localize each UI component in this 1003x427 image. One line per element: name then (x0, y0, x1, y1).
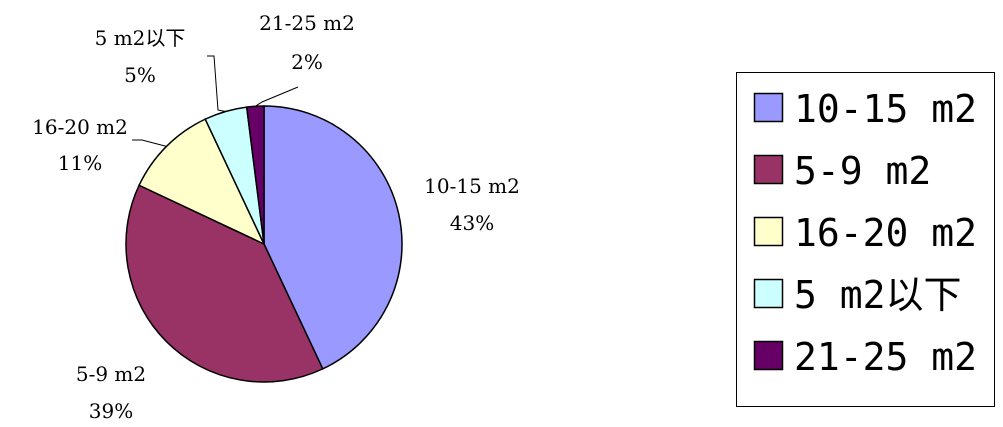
legend-label-0: 10-15 m2 (794, 87, 977, 131)
slice-label-pct-2: 11% (58, 151, 102, 175)
leader-line-2 (132, 139, 167, 147)
legend-label-2: 16-20 m2 (794, 211, 977, 255)
slice-label-name-3: 5 m2以下 (95, 26, 186, 50)
slice-labels: 10-15 m2 43% 5-9 m2 39% 16-20 m2 11% 5 m… (32, 11, 520, 423)
leader-line-4 (255, 86, 299, 107)
slice-label-pct-1: 39% (89, 399, 133, 423)
pie-slices (125, 105, 403, 383)
slice-label-name-0: 10-15 m2 (424, 174, 520, 198)
legend-swatch-3 (753, 278, 784, 309)
legend-label-3: 5 m2以下 (794, 273, 962, 317)
slice-label-name-2: 16-20 m2 (32, 115, 128, 139)
legend-swatch-4 (753, 340, 784, 371)
leader-line-3 (207, 55, 226, 112)
legend-swatch-1 (753, 154, 784, 185)
slice-label-pct-3: 5% (124, 63, 156, 87)
slice-label-name-1: 5-9 m2 (76, 362, 146, 386)
legend: 10-15 m2 5-9 m2 16-20 m2 5 m2以下 21-25 m2 (736, 72, 995, 407)
slice-label-pct-4: 2% (291, 50, 323, 74)
legend-swatch-0 (753, 92, 784, 123)
pie-slice-1 (125, 184, 324, 383)
legend-swatch-2 (753, 216, 784, 247)
slice-label-name-4: 21-25 m2 (259, 11, 355, 35)
legend-label-1: 5-9 m2 (794, 149, 931, 193)
leader-lines (132, 55, 299, 147)
slice-label-pct-0: 43% (450, 211, 494, 235)
pie-slice-0 (263, 105, 403, 370)
legend-label-4: 21-25 m2 (794, 335, 977, 379)
